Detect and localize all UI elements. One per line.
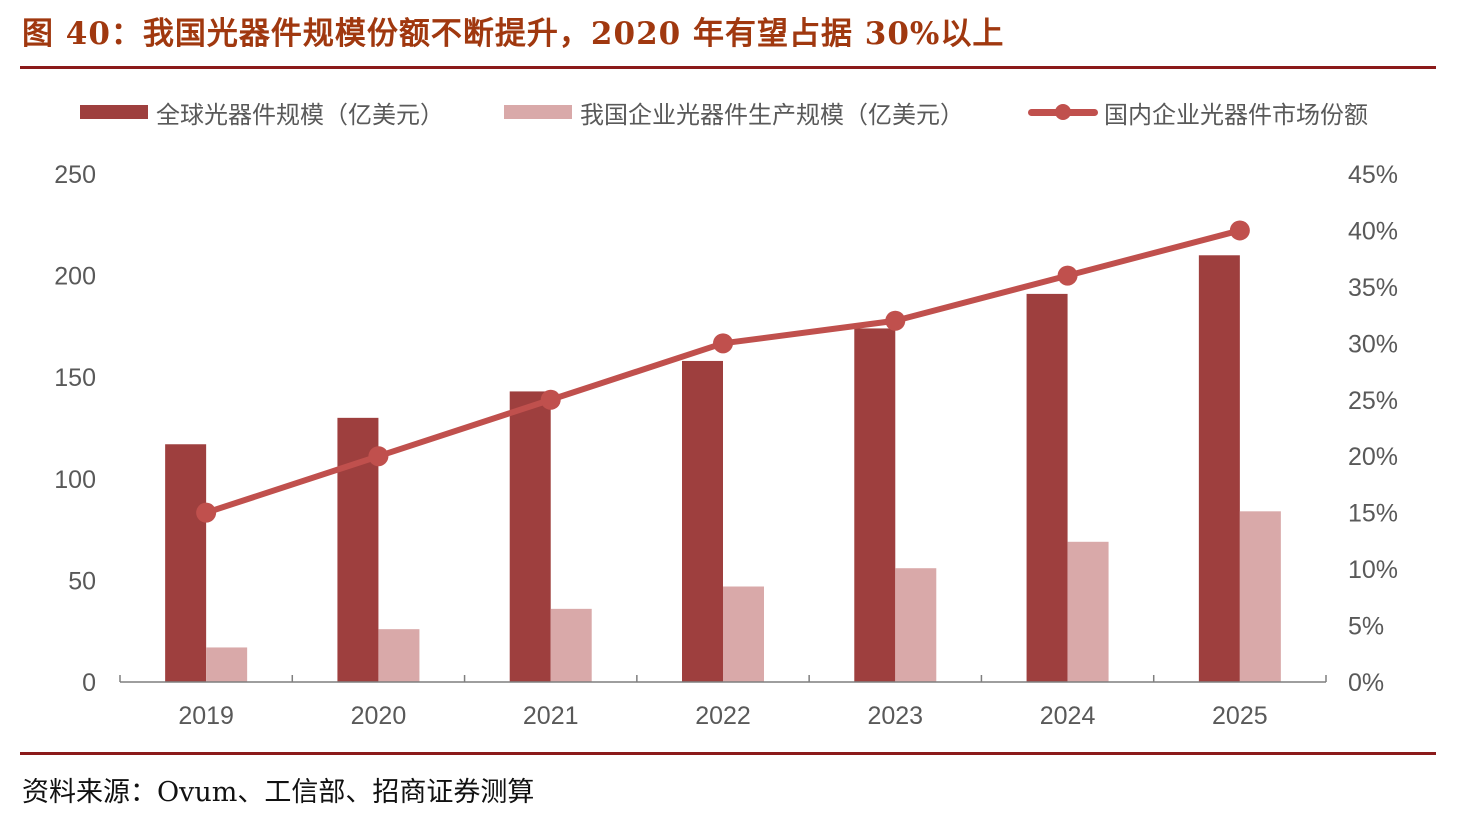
y-left-tick-label: 150 <box>54 364 96 392</box>
y-right-tick-label: 10% <box>1348 556 1398 584</box>
title-divider <box>20 66 1436 69</box>
bar-domestic <box>723 586 764 682</box>
y-left-tick-label: 250 <box>54 161 96 189</box>
chart-title: 图 40：我国光器件规模份额不断提升，2020 年有望占据 30%以上 <box>22 16 1005 52</box>
bar-domestic <box>206 647 248 682</box>
bar-domestic <box>895 568 937 682</box>
y-right-tick-label: 5% <box>1348 613 1384 641</box>
bar-domestic <box>550 608 592 682</box>
bar-global <box>1026 293 1068 682</box>
legend-label-domestic: 我国企业光器件生产规模（亿美元） <box>580 100 964 129</box>
x-tick-label: 2021 <box>523 702 579 730</box>
legend-line-marker-icon <box>1028 104 1098 120</box>
y-right-tick-label: 15% <box>1348 500 1398 528</box>
bar-domestic <box>1067 541 1109 682</box>
legend-item-global: 全球光器件规模（亿美元） <box>80 92 444 132</box>
legend-item-share: 国内企业光器件市场份额 <box>1028 92 1368 132</box>
y-right-tick-label: 45% <box>1348 161 1398 189</box>
x-tick-label: 2022 <box>695 702 751 730</box>
share-line-point <box>1057 265 1078 286</box>
share-line-point <box>713 333 733 354</box>
share-line-point <box>885 310 906 331</box>
legend: 全球光器件规模（亿美元） 我国企业光器件生产规模（亿美元） 国内企业光器件市场份… <box>0 92 1466 132</box>
legend-item-domestic: 我国企业光器件生产规模（亿美元） <box>504 92 964 132</box>
y-right-tick-label: 25% <box>1348 387 1398 415</box>
legend-swatch-global <box>80 105 148 119</box>
share-line-point <box>1229 220 1250 241</box>
y-right-tick-label: 30% <box>1348 330 1398 358</box>
bar-global <box>509 391 551 682</box>
y-left-tick-label: 50 <box>68 567 96 595</box>
bar-global <box>165 444 207 682</box>
x-tick-label: 2023 <box>867 702 923 730</box>
y-right-tick-label: 35% <box>1348 274 1398 302</box>
bar-global <box>682 360 723 682</box>
source-note: 资料来源：Ovum、工信部、招商证券测算 <box>22 777 535 808</box>
x-tick-label: 2020 <box>351 702 407 730</box>
y-left-tick-label: 200 <box>54 263 96 291</box>
y-left-tick-label: 0 <box>82 669 96 697</box>
legend-label-global: 全球光器件规模（亿美元） <box>156 100 444 129</box>
bar-global <box>1198 255 1240 682</box>
y-right-tick-label: 20% <box>1348 443 1398 471</box>
legend-label-share: 国内企业光器件市场份额 <box>1104 100 1368 129</box>
y-right-tick-label: 0% <box>1348 669 1384 697</box>
bar-domestic <box>378 629 420 682</box>
source-divider <box>20 752 1436 755</box>
x-tick-label: 2025 <box>1212 702 1268 730</box>
bar-domestic <box>1239 511 1281 682</box>
share-line-point <box>196 502 217 523</box>
share-line-point <box>540 389 561 410</box>
x-tick-label: 2019 <box>178 702 234 730</box>
x-tick-label: 2024 <box>1040 702 1096 730</box>
share-line-point <box>368 446 389 467</box>
legend-swatch-domestic <box>504 105 572 119</box>
bar-global <box>854 328 896 682</box>
chart-plot: 0 50 100 150 200 250 0% 5% 10% 15% 20% 25% 30% 35% 40%… <box>54 161 1398 730</box>
y-right-tick-label: 40% <box>1348 217 1398 245</box>
y-left-tick-label: 100 <box>54 466 96 494</box>
